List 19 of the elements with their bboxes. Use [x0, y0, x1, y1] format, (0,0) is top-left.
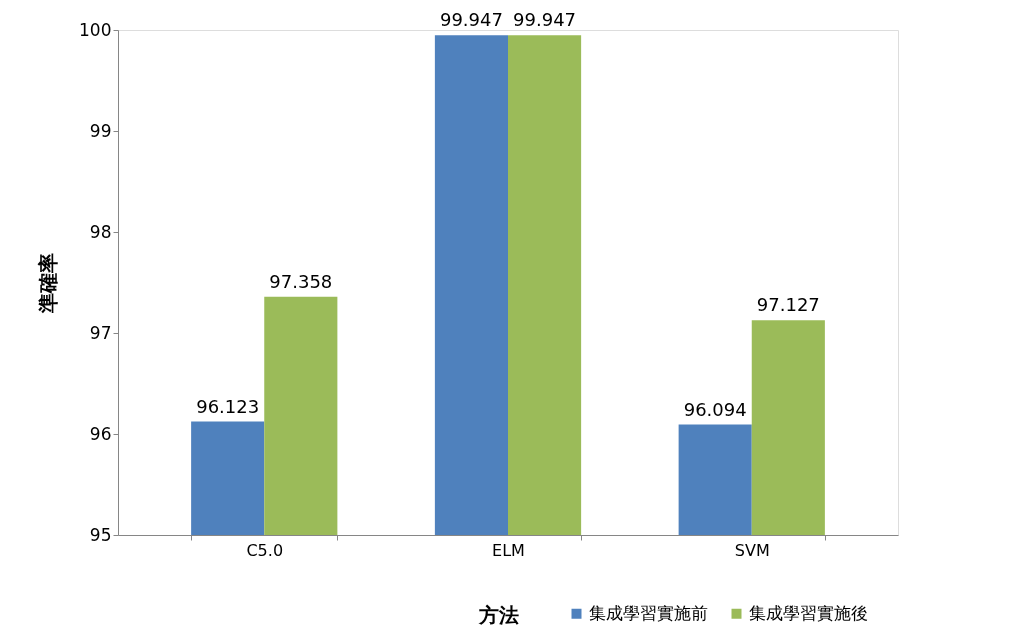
legend-label: 集成學習實施前: [589, 602, 708, 623]
data-label: 97.358: [269, 270, 333, 292]
data-label: 97.127: [756, 294, 820, 316]
y-tick-label: 99: [89, 120, 112, 141]
y-tick-label: 96: [89, 423, 112, 444]
data-label: 99.947: [439, 9, 503, 31]
y-tick-label: 95: [89, 524, 112, 545]
data-label: 99.947: [513, 9, 577, 31]
y-axis-title: 準確率: [36, 253, 61, 314]
data-label: 96.123: [196, 395, 260, 417]
y-tick-label: 98: [89, 221, 112, 242]
y-tick-label: 100: [79, 19, 112, 40]
legend-label: 集成學習實施後: [749, 602, 868, 623]
x-tick-label: ELM: [492, 540, 525, 560]
y-tick-label: 97: [89, 322, 112, 343]
x-tick-label: C5.0: [246, 540, 284, 560]
data-label: 96.094: [683, 398, 747, 420]
x-axis-title: 方法: [477, 602, 519, 627]
x-tick-label: SVM: [734, 540, 770, 560]
